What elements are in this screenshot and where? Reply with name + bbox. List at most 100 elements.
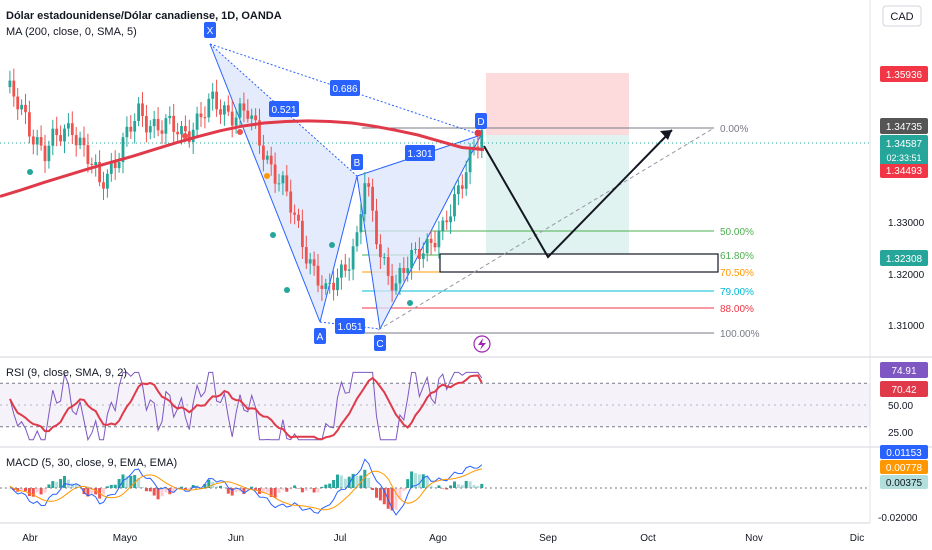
candle-body[interactable] bbox=[359, 214, 363, 233]
candle-body[interactable] bbox=[254, 115, 257, 121]
harmonic-point-badge[interactable] bbox=[374, 335, 386, 351]
candle-body[interactable] bbox=[402, 267, 406, 273]
candle-body[interactable] bbox=[238, 103, 242, 118]
rsi-line[interactable] bbox=[9, 371, 483, 442]
candle-body[interactable] bbox=[332, 282, 335, 291]
candle-body[interactable] bbox=[234, 117, 238, 126]
candle-body[interactable] bbox=[59, 135, 62, 142]
candle-body[interactable] bbox=[176, 131, 179, 135]
candle-body[interactable] bbox=[316, 265, 320, 286]
macd-histogram-bar[interactable] bbox=[468, 481, 472, 488]
candle-body[interactable] bbox=[187, 131, 191, 143]
macd-histogram-bar[interactable] bbox=[172, 488, 176, 494]
candle-body[interactable] bbox=[285, 175, 289, 192]
macd-histogram-bar[interactable] bbox=[141, 487, 144, 488]
ma-indicator-label[interactable]: MA (200, close, 0, SMA, 5) bbox=[6, 26, 137, 38]
candle-body[interactable] bbox=[35, 137, 39, 145]
candle-body[interactable] bbox=[160, 130, 164, 134]
candle-body[interactable] bbox=[82, 137, 86, 146]
macd-histogram-bar[interactable] bbox=[324, 484, 328, 488]
macd-histogram-bar[interactable] bbox=[441, 488, 445, 489]
candle-body[interactable] bbox=[51, 128, 55, 146]
candle-body[interactable] bbox=[180, 126, 183, 135]
macd-histogram-bar[interactable] bbox=[394, 488, 398, 510]
candle-body[interactable] bbox=[195, 113, 199, 130]
macd-histogram-bar[interactable] bbox=[250, 486, 254, 488]
candle-body[interactable] bbox=[347, 269, 351, 271]
candle-body[interactable] bbox=[433, 242, 437, 248]
macd-histogram-bar[interactable] bbox=[8, 488, 12, 489]
macd-histogram-bar[interactable] bbox=[414, 473, 417, 488]
price-tag[interactable] bbox=[880, 118, 928, 134]
macd-histogram-bar[interactable] bbox=[219, 485, 222, 488]
candle-body[interactable] bbox=[121, 137, 125, 163]
candle-body[interactable] bbox=[133, 121, 137, 132]
candle-body[interactable] bbox=[191, 129, 195, 143]
candle-body[interactable] bbox=[390, 275, 394, 291]
macd-histogram-bar[interactable] bbox=[269, 488, 273, 497]
candle-body[interactable] bbox=[277, 183, 281, 185]
candle-body[interactable] bbox=[425, 238, 429, 254]
rsi-ma-line[interactable] bbox=[9, 374, 483, 441]
macd-histogram-bar[interactable] bbox=[59, 479, 63, 488]
macd-histogram-bar[interactable] bbox=[51, 481, 55, 488]
macd-histogram-bar[interactable] bbox=[293, 485, 297, 488]
candle-body[interactable] bbox=[8, 80, 12, 88]
macd-histogram-bar[interactable] bbox=[363, 469, 367, 488]
macd-histogram-bar[interactable] bbox=[476, 486, 480, 488]
candle-body[interactable] bbox=[289, 191, 293, 213]
macd-histogram-bar[interactable] bbox=[316, 488, 320, 493]
macd-histogram-bar[interactable] bbox=[437, 485, 441, 488]
macd-histogram-bar[interactable] bbox=[230, 488, 234, 496]
macd-histogram-bar[interactable] bbox=[300, 488, 304, 493]
macd-histogram-bar[interactable] bbox=[281, 488, 285, 491]
macd-histogram-bar[interactable] bbox=[425, 477, 429, 488]
candle-body[interactable] bbox=[145, 115, 148, 133]
macd-histogram-bar[interactable] bbox=[261, 488, 265, 493]
macd-histogram-bar[interactable] bbox=[328, 483, 332, 488]
macd-histogram-bar[interactable] bbox=[480, 483, 484, 488]
candle-body[interactable] bbox=[226, 105, 230, 112]
macd-histogram-bar[interactable] bbox=[449, 485, 453, 488]
candle-body[interactable] bbox=[371, 186, 374, 211]
candle-body[interactable] bbox=[379, 244, 382, 258]
rsi-value-tag[interactable] bbox=[880, 381, 928, 397]
candle-body[interactable] bbox=[457, 185, 460, 195]
candle-body[interactable] bbox=[273, 164, 277, 184]
price-tag[interactable] bbox=[880, 66, 928, 82]
macd-histogram-bar[interactable] bbox=[332, 479, 336, 488]
candle-body[interactable] bbox=[265, 155, 269, 160]
candle-body[interactable] bbox=[90, 163, 94, 165]
harmonic-ratio-badge[interactable] bbox=[269, 101, 299, 117]
candle-body[interactable] bbox=[223, 105, 226, 115]
candle-body[interactable] bbox=[453, 194, 456, 217]
macd-histogram-bar[interactable] bbox=[203, 484, 207, 488]
candle-body[interactable] bbox=[281, 175, 285, 184]
macd-histogram-bar[interactable] bbox=[304, 488, 308, 491]
candle-body[interactable] bbox=[449, 216, 452, 223]
price-tag[interactable] bbox=[880, 250, 928, 266]
candle-body[interactable] bbox=[137, 103, 140, 122]
candle-body[interactable] bbox=[301, 220, 304, 248]
candle-body[interactable] bbox=[355, 232, 359, 247]
candle-body[interactable] bbox=[172, 115, 176, 132]
harmonic-leg[interactable] bbox=[319, 175, 358, 323]
harmonic-point-badge[interactable] bbox=[204, 22, 216, 38]
macd-histogram-bar[interactable] bbox=[234, 488, 238, 492]
macd-histogram-bar[interactable] bbox=[402, 488, 406, 491]
candles[interactable] bbox=[8, 68, 484, 302]
macd-histogram-bar[interactable] bbox=[343, 478, 347, 488]
candle-body[interactable] bbox=[141, 103, 144, 116]
candle-body[interactable] bbox=[464, 172, 468, 189]
fib-zone-box[interactable] bbox=[439, 253, 719, 273]
candle-body[interactable] bbox=[24, 104, 27, 113]
macd-histogram-bar[interactable] bbox=[183, 488, 187, 490]
macd-histogram-bar[interactable] bbox=[417, 474, 421, 488]
candle-body[interactable] bbox=[246, 110, 250, 119]
candle-body[interactable] bbox=[429, 238, 433, 243]
macd-indicator-label[interactable]: MACD (5, 30, close, 9, EMA, EMA) bbox=[6, 457, 177, 469]
macd-histogram-bar[interactable] bbox=[375, 488, 378, 498]
candle-body[interactable] bbox=[304, 247, 308, 264]
candle-body[interactable] bbox=[445, 220, 449, 223]
